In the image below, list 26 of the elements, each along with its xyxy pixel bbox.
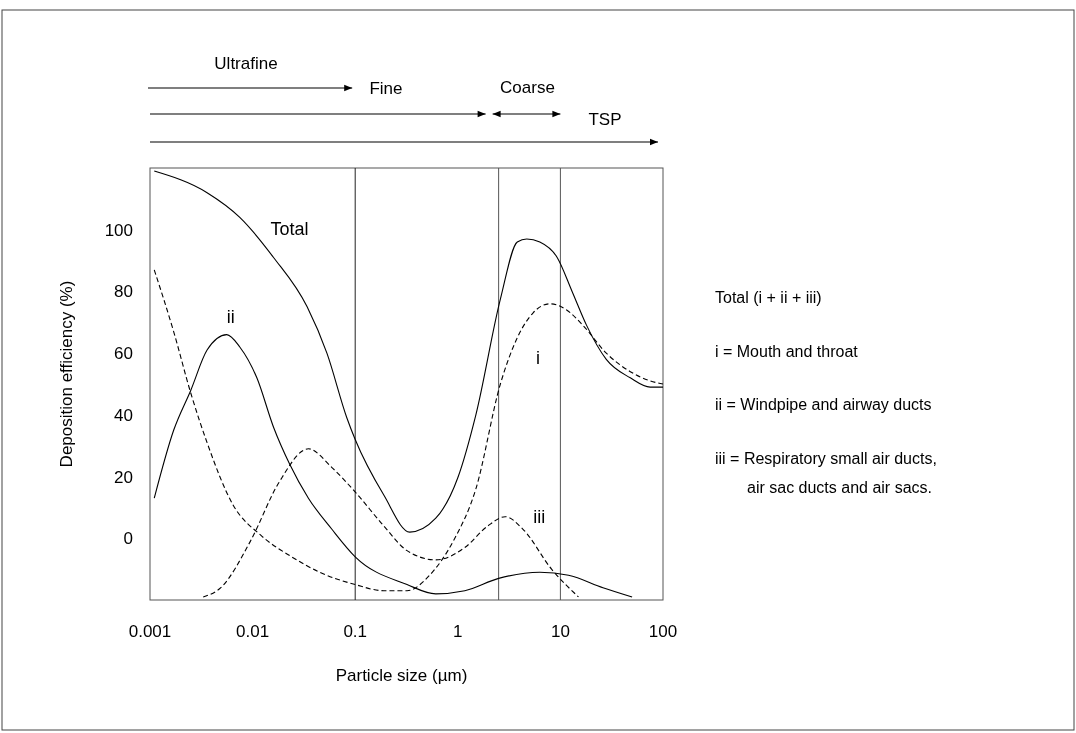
text: Coarse — [500, 78, 555, 97]
text: iii = Respiratory small air ducts, air sac ducts and air sacs. — [715, 450, 937, 496]
series-label: i — [535, 347, 540, 368]
text: Total (i + ii + iii) — [715, 289, 822, 306]
y-tick-label: 20 — [114, 467, 133, 487]
series-label: iii — [533, 506, 546, 527]
y-tick-label: 80 — [114, 282, 133, 302]
text: Ultrafine — [214, 54, 278, 73]
series-label: ii — [226, 306, 235, 327]
x-axis-title: Particle size (µm) — [335, 666, 468, 685]
y-tick-label: 100 — [104, 220, 133, 240]
x-tick-label: 0.1 — [343, 622, 368, 641]
x-tick-label: 10 — [550, 622, 570, 641]
text: i = Mouth and throat — [715, 343, 859, 360]
x-tick-label: 1 — [453, 622, 463, 641]
text: TSP — [588, 110, 622, 129]
y-axis-title: Deposition efficiency (%) — [57, 280, 76, 468]
x-tick-label: 0.001 — [128, 622, 172, 641]
x-tick-label: 100 — [648, 622, 678, 641]
text: ii = Windpipe and airway ducts — [715, 396, 932, 413]
y-tick-label: 60 — [114, 344, 133, 364]
y-tick-label: 40 — [114, 405, 133, 425]
y-tick-label: 0 — [123, 529, 133, 549]
text: Fine — [369, 79, 403, 98]
series-label: Total — [270, 219, 309, 240]
x-tick-label: 0.01 — [236, 622, 270, 641]
